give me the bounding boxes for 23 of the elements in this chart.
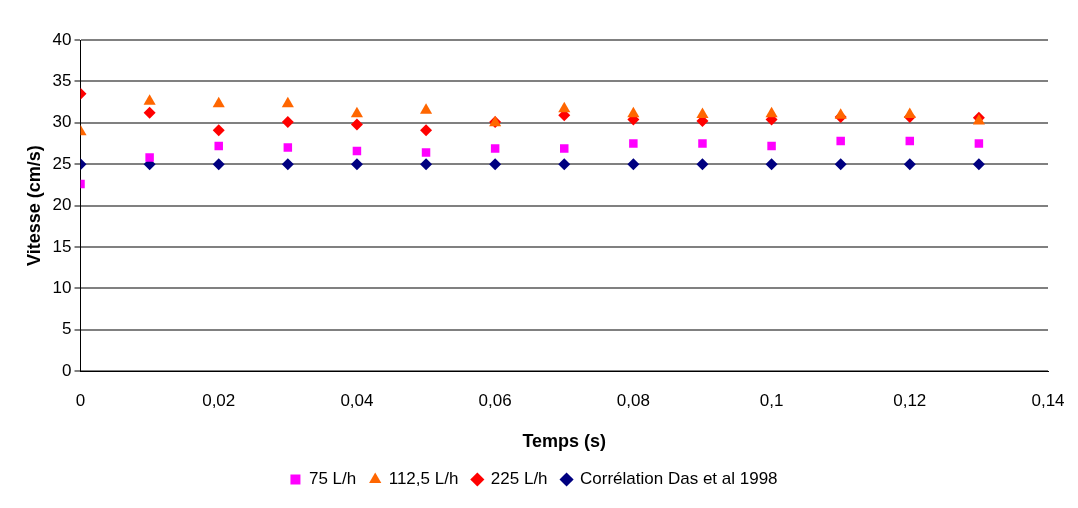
y-tick-label: 15 [52,236,72,256]
y-tick-label: 35 [52,71,72,91]
y-tick-label: 25 [52,153,72,173]
y-axis-title: Vitesse (cm/s) [23,145,44,266]
y-tick-label: 40 [52,29,72,49]
x-tick-label: 0 [75,390,86,410]
legend-label: 225 L/h [490,469,548,489]
y-tick-label: 20 [52,195,72,215]
y-tick-label: 5 [62,319,72,339]
x-tick-label: 0,06 [478,390,512,410]
x-tick-label: 0,02 [202,390,236,410]
x-tick-label: 0,1 [759,390,784,410]
y-tick-label: 30 [52,112,72,132]
legend-label: Corrélation Das et al 1998 [580,469,778,489]
legend-label: 112,5 L/h [388,469,459,489]
x-axis-title: Temps (s) [522,431,607,452]
x-tick-label: 0,14 [1031,390,1065,410]
y-tick-label: 10 [52,277,72,297]
x-tick-label: 0,08 [616,390,650,410]
y-tick-label: 0 [62,360,72,380]
x-tick-label: 0,12 [893,390,927,410]
x-tick-label: 0,04 [340,390,374,410]
legend-label: 75 L/h [308,469,357,489]
